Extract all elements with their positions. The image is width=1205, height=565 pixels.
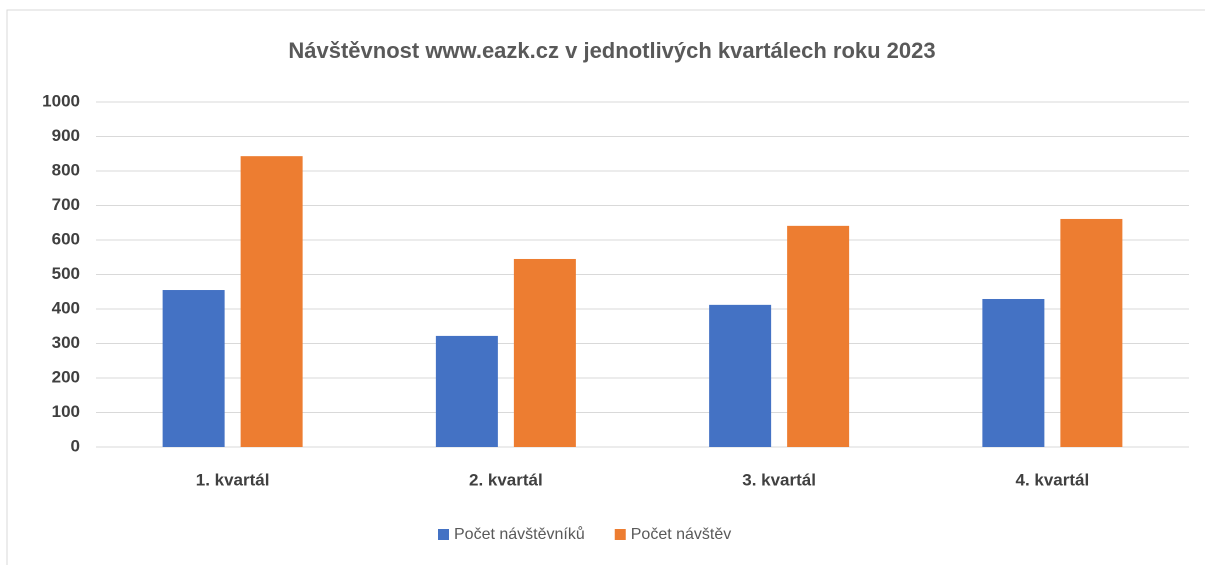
- bar: [709, 304, 772, 447]
- y-tick-label: 600: [52, 229, 80, 248]
- bar: [240, 156, 303, 448]
- x-tick-label: 4. kvartál: [1016, 470, 1090, 489]
- bar: [435, 335, 498, 447]
- y-tick-label: 800: [52, 160, 80, 179]
- x-tick-label: 3. kvartál: [742, 470, 816, 489]
- y-tick-label: 900: [52, 126, 80, 145]
- y-tick-label: 500: [52, 264, 80, 283]
- legend-label: Počet návštěvníků: [454, 525, 585, 543]
- bar: [1060, 218, 1123, 447]
- legend-swatch: [438, 529, 449, 540]
- legend-label: Počet návštěv: [631, 526, 732, 543]
- bar: [513, 258, 576, 447]
- chart-frame: [6, 9, 1205, 565]
- y-tick-label: 100: [52, 402, 80, 421]
- bar: [787, 225, 850, 447]
- y-tick-label: 300: [52, 333, 80, 352]
- y-tick-label: 0: [71, 436, 80, 455]
- bar: [982, 298, 1045, 447]
- y-tick-label: 200: [52, 367, 80, 386]
- legend-swatch: [614, 529, 626, 540]
- y-tick-label: 400: [52, 298, 80, 317]
- bar: [162, 290, 225, 447]
- x-tick-label: 2. kvartál: [469, 470, 543, 489]
- x-tick-label: 1. kvartál: [196, 470, 270, 489]
- chart-title: Návštěvnost www.eazk.cz v jednotlivých k…: [288, 38, 935, 63]
- y-tick-label: 700: [52, 195, 80, 214]
- y-tick-label: 1000: [42, 91, 80, 110]
